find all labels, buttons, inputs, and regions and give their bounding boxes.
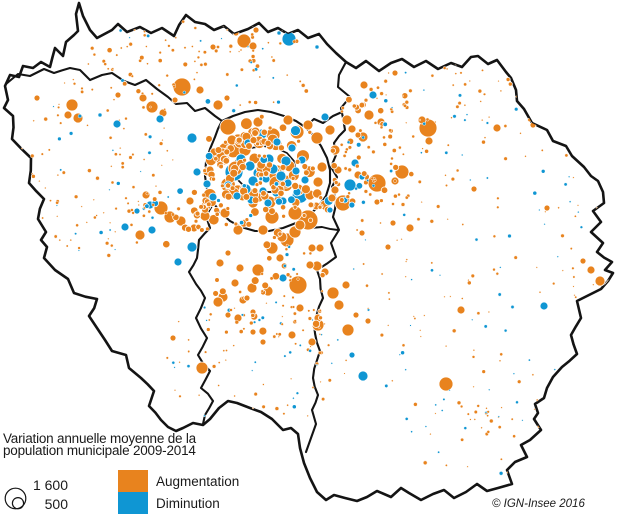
- legend-title: Variation annuelle moyenne de la populat…: [3, 431, 196, 459]
- size-legend-small-label: 500: [44, 496, 68, 512]
- diminution-swatch: [118, 492, 148, 514]
- size-legend-large-label: 1 600: [32, 477, 68, 493]
- augmentation-swatch: [118, 470, 148, 492]
- augmentation-label: Augmentation: [156, 474, 240, 489]
- region-outer-boundary: [2, 1, 615, 503]
- legend-title-line2: population municipale 2009-2014: [3, 443, 196, 459]
- copyright-credit: © IGN-Insee 2016: [492, 498, 585, 510]
- population-symbols: [12, 10, 613, 476]
- legend-title-line1: Variation annuelle moyenne de la: [3, 431, 196, 446]
- diminution-label: Diminution: [156, 496, 220, 511]
- size-legend-small-circle: [11, 497, 25, 510]
- size-legend-circles-icon: [4, 487, 27, 510]
